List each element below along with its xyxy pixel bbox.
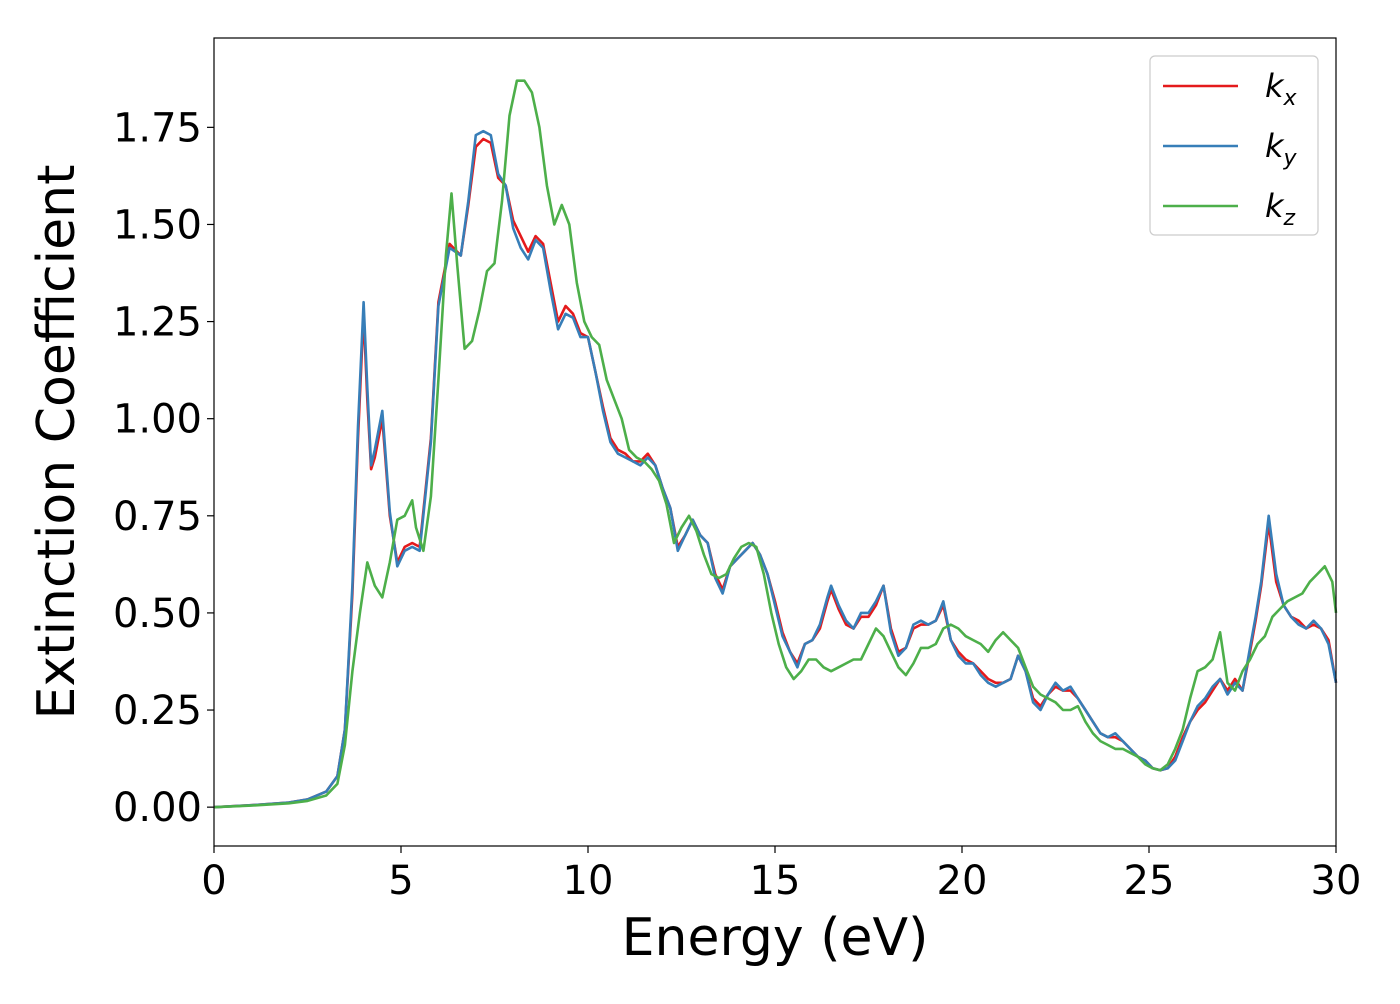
y-tick-label: 0.50 bbox=[113, 591, 202, 637]
legend-label-base: k bbox=[1265, 127, 1285, 165]
legend-label-subscript: y bbox=[1283, 146, 1298, 171]
x-tick-label: 30 bbox=[1311, 858, 1362, 904]
x-tick-label: 0 bbox=[201, 858, 226, 904]
y-axis-ticks: 0.00 0.25 0.50 0.75 1.00 1.25 1.50 1.75 bbox=[113, 105, 214, 831]
y-tick-label: 1.25 bbox=[113, 300, 202, 346]
legend-label-z: kz bbox=[1265, 187, 1296, 231]
y-tick-label: 1.50 bbox=[113, 202, 202, 248]
y-tick-label: 1.75 bbox=[113, 105, 202, 151]
legend-label-subscript: z bbox=[1283, 206, 1296, 231]
series-line-z bbox=[213, 79, 1338, 809]
series-line-y bbox=[213, 129, 1338, 809]
x-tick-label: 10 bbox=[563, 858, 614, 904]
series-layer bbox=[213, 79, 1338, 809]
y-tick-label: 1.00 bbox=[113, 397, 202, 443]
x-tick-label: 20 bbox=[937, 858, 988, 904]
legend-label-base: k bbox=[1265, 187, 1285, 225]
legend-label-subscript: x bbox=[1283, 86, 1298, 111]
legend-label-x: kx bbox=[1265, 67, 1298, 111]
x-axis-title: Energy (eV) bbox=[622, 908, 929, 968]
y-tick-label: 0.75 bbox=[113, 494, 202, 540]
legend-label-y: ky bbox=[1265, 127, 1298, 171]
legend-label-base: k bbox=[1265, 67, 1285, 105]
x-tick-label: 25 bbox=[1124, 858, 1175, 904]
y-axis-title: Extinction Coefficient bbox=[27, 165, 87, 720]
x-tick-label: 5 bbox=[388, 858, 413, 904]
y-tick-label: 0.00 bbox=[113, 785, 202, 831]
series-line-x bbox=[213, 137, 1338, 809]
y-tick-label: 0.25 bbox=[113, 688, 202, 734]
x-tick-label: 15 bbox=[750, 858, 801, 904]
x-axis-ticks: 0 5 10 15 20 25 30 bbox=[201, 846, 1361, 904]
